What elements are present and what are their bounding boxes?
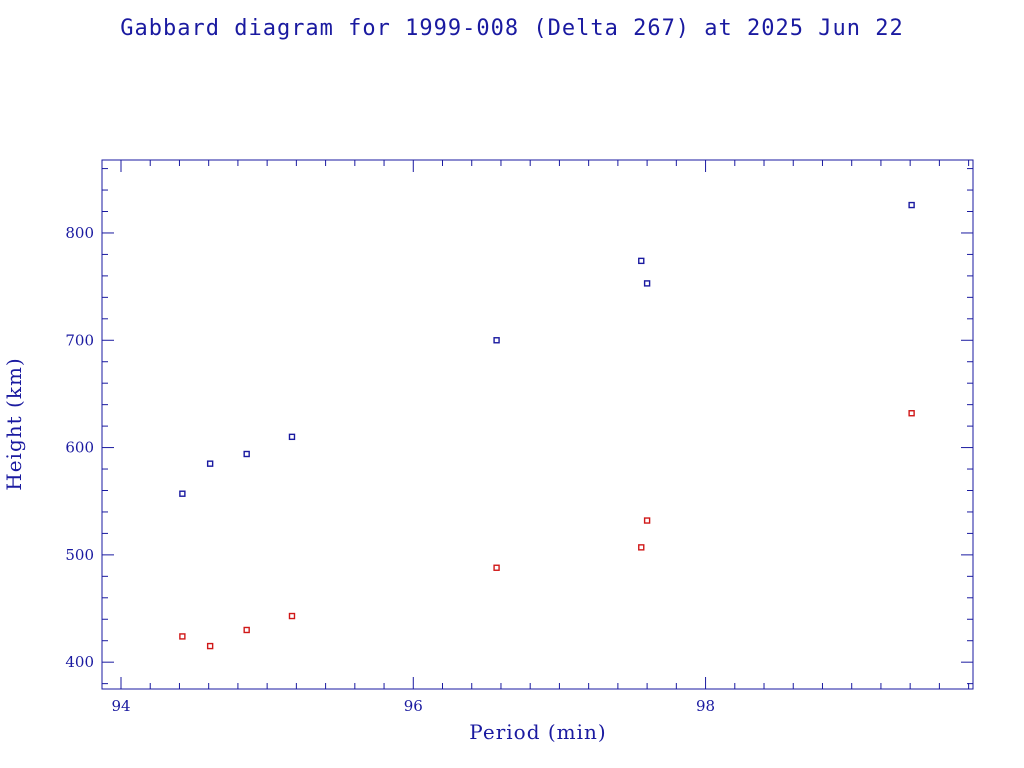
y-tick-label: 400	[65, 653, 94, 671]
x-tick-label: 98	[696, 697, 715, 715]
apogee-point	[179, 490, 186, 497]
plot-frame	[101, 159, 974, 690]
apogee-point	[638, 257, 645, 265]
y-tick-label: 600	[65, 439, 94, 457]
y-tick-label: 800	[65, 224, 94, 242]
apogee-point	[206, 460, 214, 467]
chart-title: Gabbard diagram for 1999-008 (Delta 267)…	[120, 16, 904, 41]
y-tick-label: 700	[65, 331, 94, 349]
perigee-point	[206, 642, 214, 650]
y-axis-label: Height (km)	[2, 357, 26, 490]
perigee-point	[288, 612, 296, 620]
apogee-point	[288, 433, 296, 441]
data-points	[179, 201, 915, 650]
perigee-point	[493, 564, 500, 571]
y-tick-label: 500	[65, 546, 94, 564]
tick-marks	[102, 160, 973, 689]
x-axis-label: Period (min)	[469, 720, 606, 744]
apogee-point	[493, 337, 500, 344]
perigee-point	[638, 544, 645, 551]
x-tick-label: 96	[404, 697, 423, 715]
perigee-point	[179, 633, 186, 640]
apogee-point	[643, 280, 651, 287]
perigee-point	[643, 517, 651, 524]
tick-labels: 94 96 98 400 500 600 700 800	[65, 224, 715, 715]
perigee-point	[243, 626, 250, 634]
perigee-point	[908, 410, 915, 417]
apogee-point	[243, 450, 250, 458]
apogee-point	[908, 201, 915, 209]
x-tick-label: 94	[111, 697, 130, 715]
